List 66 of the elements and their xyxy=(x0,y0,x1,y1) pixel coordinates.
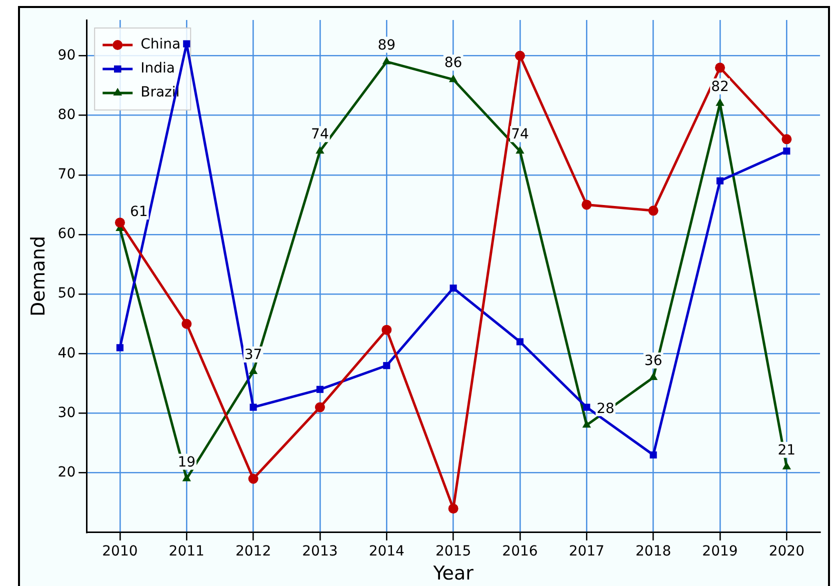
point xyxy=(250,404,257,411)
y-tick-label: 20 xyxy=(58,464,76,480)
point xyxy=(716,98,724,106)
data-label: 61 xyxy=(130,204,148,220)
x-tick-label: 2012 xyxy=(235,543,272,560)
data-label: 89 xyxy=(378,37,396,54)
point xyxy=(316,146,324,154)
y-tick-label: 80 xyxy=(58,106,76,123)
point xyxy=(382,324,392,335)
data-label: 82 xyxy=(711,79,729,96)
y-tick-label: 30 xyxy=(58,404,76,421)
y-tick-label: 50 xyxy=(58,286,76,302)
data-label: 86 xyxy=(444,55,462,72)
y-tick-label: 60 xyxy=(58,226,76,242)
x-tick-label: 2014 xyxy=(368,543,405,560)
y-tick-label: 70 xyxy=(58,166,76,183)
x-tick-label: 2010 xyxy=(102,543,138,560)
point xyxy=(248,366,258,374)
data-label: 74 xyxy=(311,126,329,143)
point xyxy=(114,218,125,228)
point xyxy=(514,50,525,61)
point xyxy=(716,177,724,184)
point xyxy=(314,402,325,412)
point xyxy=(648,372,658,380)
x-tick-label: 2011 xyxy=(168,543,204,560)
x-tick-label: 2016 xyxy=(502,543,538,560)
point xyxy=(183,40,190,48)
data-label: 36 xyxy=(644,353,662,370)
x-tick-label: 2018 xyxy=(636,543,672,560)
point xyxy=(582,420,591,428)
point xyxy=(650,451,657,458)
data-label: 21 xyxy=(778,442,796,458)
point xyxy=(182,318,192,329)
data-label: 28 xyxy=(596,400,614,417)
point xyxy=(714,62,725,73)
legend-label: China xyxy=(140,36,181,53)
point xyxy=(383,362,390,370)
data-label: 74 xyxy=(511,126,529,143)
y-tick-label: 40 xyxy=(58,345,76,362)
y-tick-label: 90 xyxy=(58,47,76,64)
data-label: 19 xyxy=(178,454,196,470)
point xyxy=(782,462,791,470)
point xyxy=(783,148,790,155)
point xyxy=(116,344,124,352)
legend-label: India xyxy=(140,60,175,77)
x-tick-label: 2020 xyxy=(768,543,804,560)
point xyxy=(516,338,524,346)
data-label: 37 xyxy=(244,347,262,364)
point xyxy=(782,134,792,144)
point xyxy=(316,386,324,393)
x-tick-label: 2013 xyxy=(302,543,338,560)
y-axis-title: Demand xyxy=(27,236,50,316)
point xyxy=(648,206,658,216)
point xyxy=(448,504,458,514)
x-tick-label: 2015 xyxy=(435,543,472,560)
point xyxy=(583,404,590,411)
point xyxy=(516,146,524,154)
point xyxy=(382,56,391,64)
point xyxy=(248,474,258,484)
point xyxy=(582,200,592,210)
x-tick-label: 2019 xyxy=(702,543,738,560)
point xyxy=(448,74,458,82)
point xyxy=(182,474,191,482)
x-tick-label: 2017 xyxy=(568,543,604,560)
point xyxy=(450,284,457,292)
x-axis-title: Year xyxy=(432,562,474,585)
